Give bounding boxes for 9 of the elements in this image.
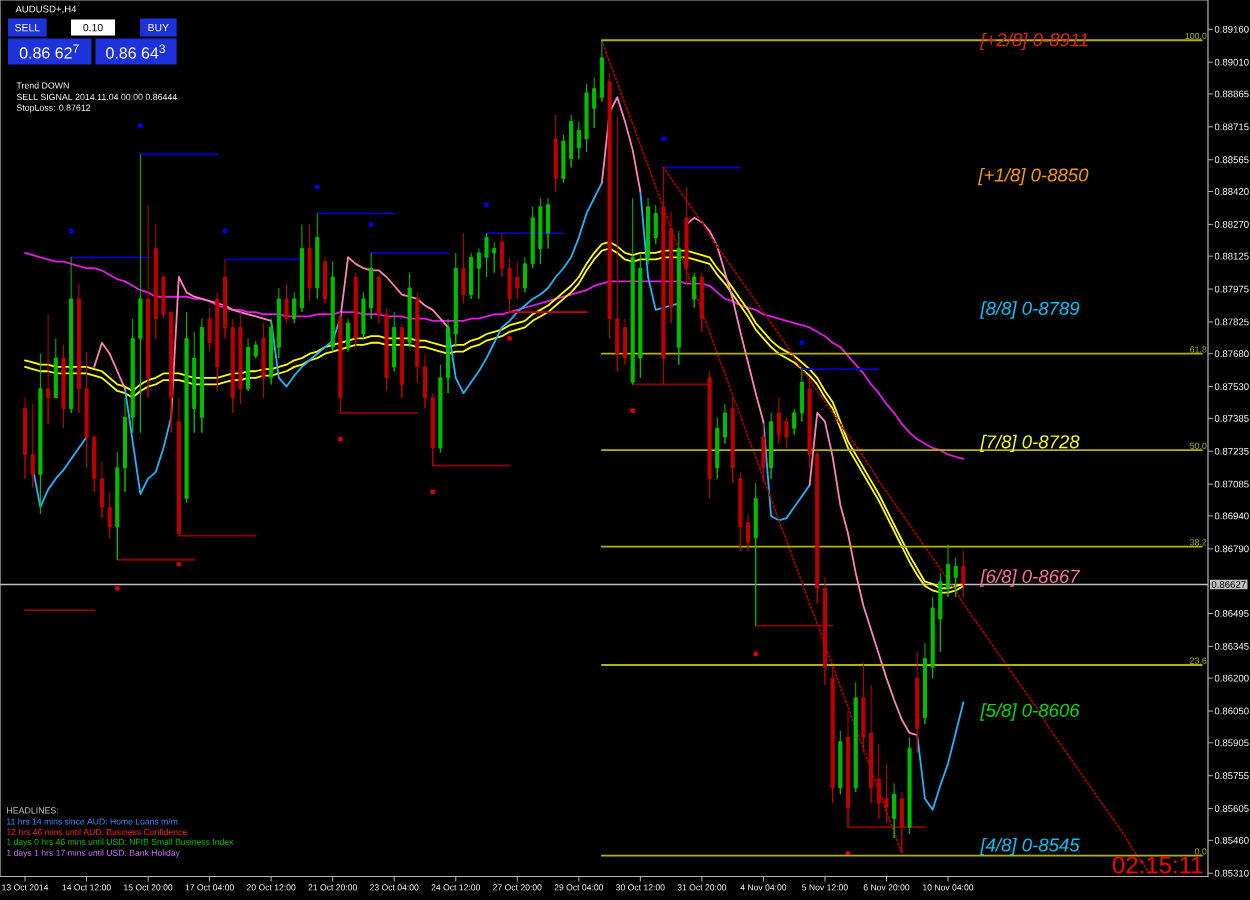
annotation: [7/8] 0-8728 — [980, 434, 1080, 453]
annotation: [8/8] 0-8789 — [980, 301, 1080, 319]
annotation: [6/8] 0-8667 — [980, 569, 1081, 587]
annotation: 02:15:11 — [1112, 856, 1203, 874]
annotation: [4/8] 0-8545 — [980, 837, 1080, 856]
annotation: 0.86 62$^{7}$ — [19, 44, 79, 59]
annotation: [5/8] 0-8606 — [980, 703, 1080, 721]
annotation: 0.86 64$^{3}$ — [106, 44, 166, 59]
annotation: [+1/8] 0-8850 — [978, 167, 1089, 186]
